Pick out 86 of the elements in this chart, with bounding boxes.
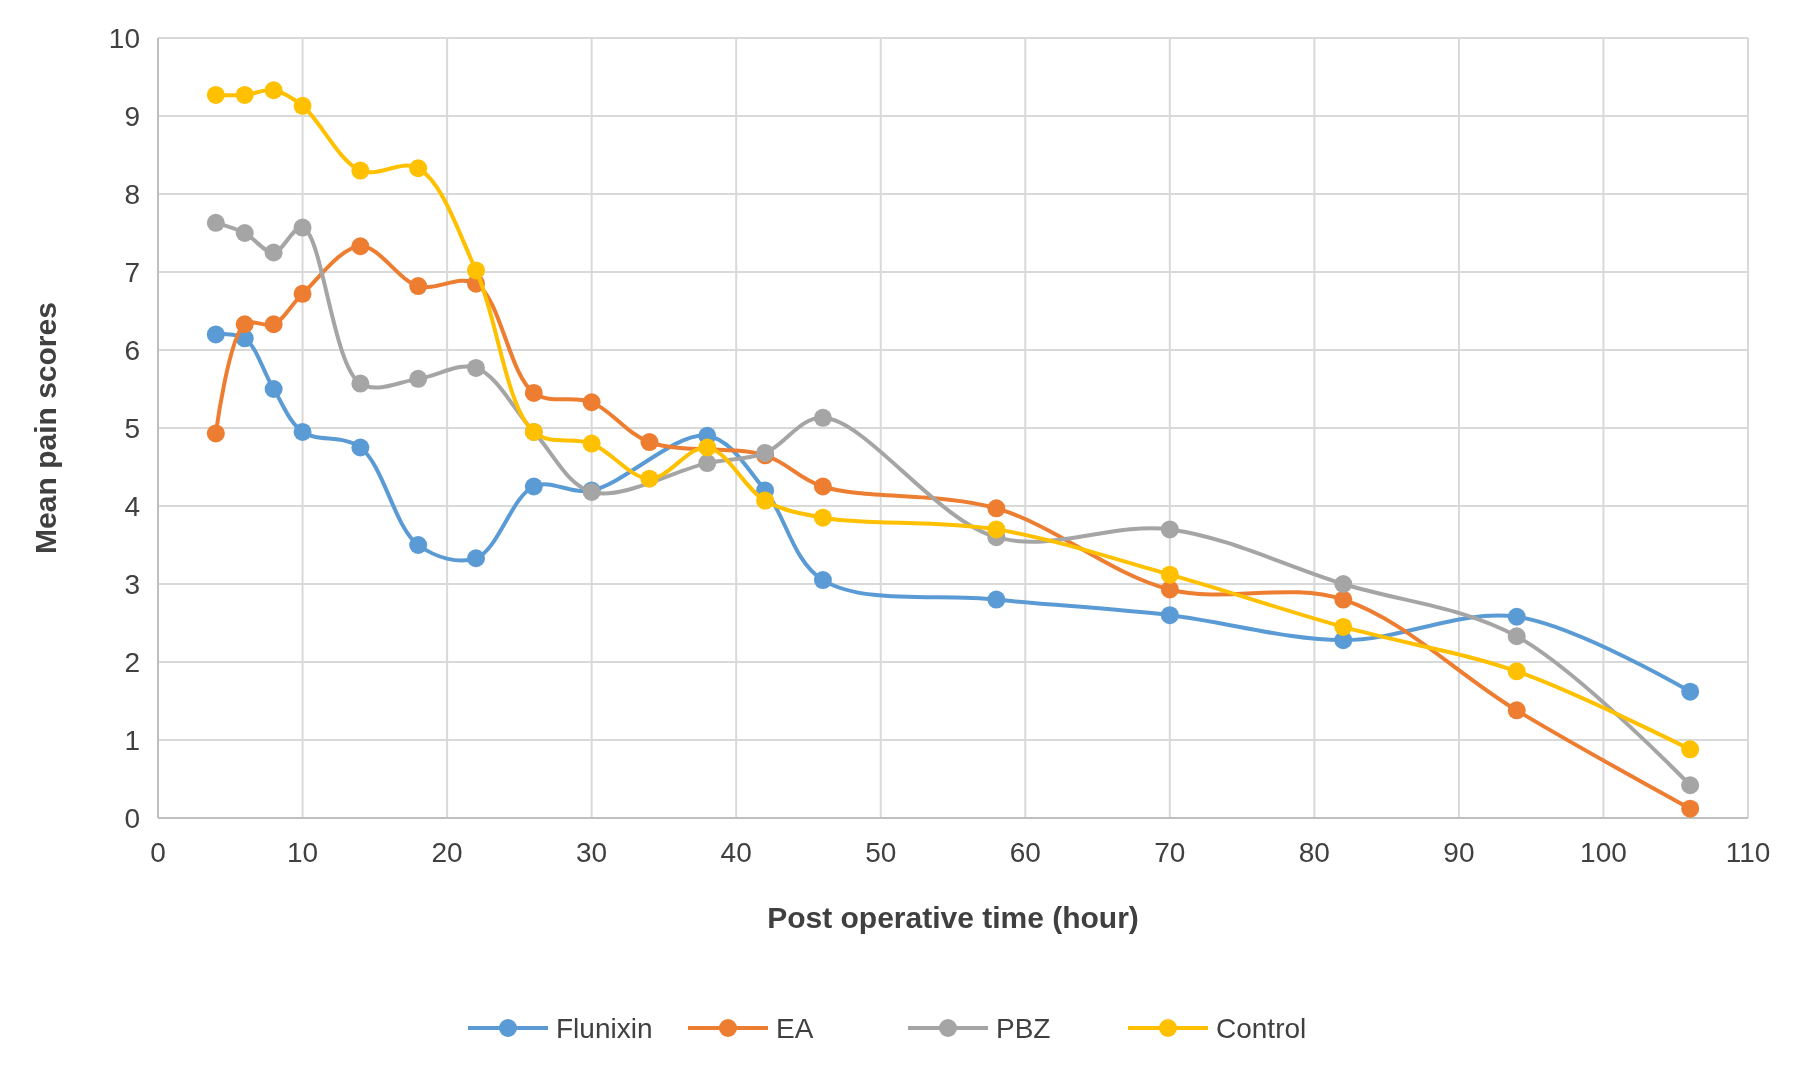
point (987, 590, 1006, 609)
point (293, 422, 312, 441)
point (264, 81, 283, 100)
point (756, 491, 775, 510)
x-tick-label: 50 (865, 837, 897, 868)
point (264, 380, 283, 398)
point (813, 508, 832, 527)
y-tick-label: 10 (108, 23, 140, 54)
point (524, 477, 543, 496)
y-tick-label: 0 (124, 803, 140, 834)
point (524, 383, 543, 402)
point (467, 261, 485, 280)
y-tick-label: 8 (124, 179, 140, 210)
x-tick-label: 30 (576, 837, 608, 868)
point (409, 369, 428, 388)
point (206, 424, 225, 443)
point (409, 159, 428, 178)
x-tick-label: 40 (720, 837, 752, 868)
y-tick-label: 2 (124, 647, 140, 678)
x-tick-label: 80 (1298, 837, 1330, 868)
point (582, 434, 601, 453)
point (351, 374, 370, 393)
point (1160, 565, 1179, 584)
y-axis-title: Mean pain scores (29, 302, 62, 554)
point (1160, 520, 1179, 539)
point (1681, 682, 1700, 701)
y-tick-label: 3 (124, 569, 140, 600)
x-axis-title: Post operative time (hour) (767, 901, 1139, 934)
point (1507, 701, 1526, 720)
x-tick-label: 20 (431, 837, 463, 868)
y-tick-label: 4 (124, 491, 140, 522)
point (1681, 799, 1700, 818)
point (640, 469, 659, 488)
legend-label: EA (776, 1013, 814, 1044)
legend-label: Flunixin (556, 1013, 653, 1044)
point (640, 433, 659, 452)
x-tick-label: 110 (1725, 837, 1771, 868)
x-tick-label: 0 (150, 837, 166, 868)
x-tick-label: 100 (1580, 837, 1627, 868)
y-tick-label: 1 (124, 725, 140, 756)
point (1334, 575, 1353, 593)
point (813, 408, 832, 427)
point (467, 549, 485, 568)
point (264, 315, 283, 334)
y-tick-label: 7 (124, 257, 140, 288)
point (987, 499, 1006, 518)
point (1681, 740, 1700, 759)
point (351, 161, 370, 180)
point (235, 315, 254, 334)
point (293, 96, 312, 115)
y-tick-label: 5 (124, 413, 140, 444)
x-tick-label: 90 (1443, 837, 1475, 868)
point (698, 438, 717, 457)
point (409, 536, 428, 554)
legend-label: PBZ (996, 1013, 1051, 1044)
point (1334, 617, 1353, 636)
point (813, 571, 832, 590)
point (1160, 606, 1179, 625)
point (1507, 607, 1526, 626)
point (206, 85, 225, 104)
point (987, 520, 1006, 539)
y-tick-label: 9 (124, 101, 140, 132)
point (235, 85, 254, 104)
legend-label: Control (1216, 1013, 1307, 1044)
point (813, 477, 832, 496)
point (1507, 662, 1526, 681)
point (698, 454, 717, 473)
point (467, 358, 485, 377)
x-tick-label: 70 (1154, 837, 1186, 868)
point (409, 277, 428, 296)
point (351, 237, 370, 256)
point (235, 224, 254, 242)
point (206, 213, 225, 232)
y-tick-label: 6 (124, 335, 140, 366)
point (1160, 580, 1179, 599)
x-tick-label: 60 (1009, 837, 1041, 868)
point (293, 218, 312, 237)
x-tick-label: 10 (286, 837, 319, 868)
point (206, 325, 225, 344)
point (351, 438, 370, 457)
point (264, 243, 283, 262)
point (1334, 590, 1353, 609)
point (293, 284, 312, 303)
point (582, 393, 601, 412)
point (1681, 776, 1700, 795)
point (1507, 627, 1526, 646)
